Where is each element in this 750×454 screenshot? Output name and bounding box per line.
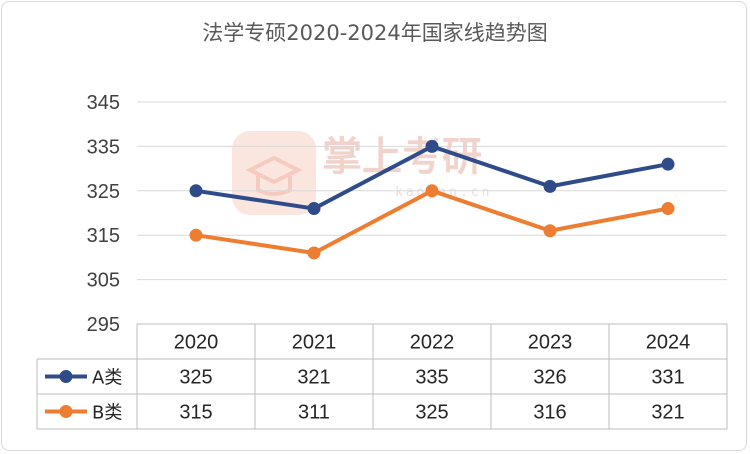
data-point [307, 202, 321, 216]
table-cell-value: 325 [179, 367, 212, 389]
y-tick-label: 345 [87, 92, 120, 114]
chart-title: 法学专硕2020-2024年国家线趋势图 [202, 21, 547, 45]
data-point [543, 179, 557, 193]
y-tick-label: 315 [87, 225, 120, 247]
graduation-cap-icon [245, 155, 303, 185]
watermark-logo-badge [232, 131, 316, 215]
data-point [307, 246, 321, 260]
watermark-subtext: kaoyan.cn [395, 185, 492, 200]
y-tick-label: 335 [87, 136, 120, 158]
data-point [189, 184, 203, 198]
x-category-label: 2023 [528, 332, 573, 354]
legend-label: A类 [92, 368, 122, 389]
table-cell-value: 326 [533, 367, 566, 389]
data-point [425, 139, 439, 153]
y-tick-label: 305 [87, 270, 120, 292]
y-axis-ticks: 295 305 315 325 335 345 [87, 92, 120, 336]
table-cell-value: 316 [533, 402, 566, 424]
y-tick-label: 295 [87, 314, 120, 336]
table-cell-value: 325 [415, 402, 448, 424]
table-cell-value: 331 [651, 367, 684, 389]
table-cell-value: 315 [179, 402, 212, 424]
legend-label: B类 [92, 403, 122, 424]
x-category-label: 2021 [292, 332, 337, 354]
series-lines [189, 139, 675, 260]
data-point [543, 224, 557, 238]
graduation-cap-base-icon [256, 176, 292, 196]
table-cell-value: 321 [297, 367, 330, 389]
y-tick-label: 325 [87, 181, 120, 203]
legend-marker [59, 405, 73, 418]
table-cell-value: 311 [298, 402, 330, 424]
data-point [661, 157, 675, 171]
data-table: 2020 2021 2022 2023 2024 A类 325 321 335 326 331 B类 3… [36, 323, 728, 430]
x-category-label: 2020 [174, 332, 219, 354]
x-category-label: 2022 [410, 332, 455, 354]
table-cell-value: 321 [651, 402, 684, 424]
data-point [425, 184, 439, 198]
data-point [189, 228, 203, 242]
watermark-text: 掌上考研 [322, 134, 482, 180]
x-category-label: 2024 [646, 332, 691, 354]
data-point [661, 202, 675, 216]
table-cell-value: 335 [415, 367, 448, 389]
legend-marker [59, 370, 73, 383]
